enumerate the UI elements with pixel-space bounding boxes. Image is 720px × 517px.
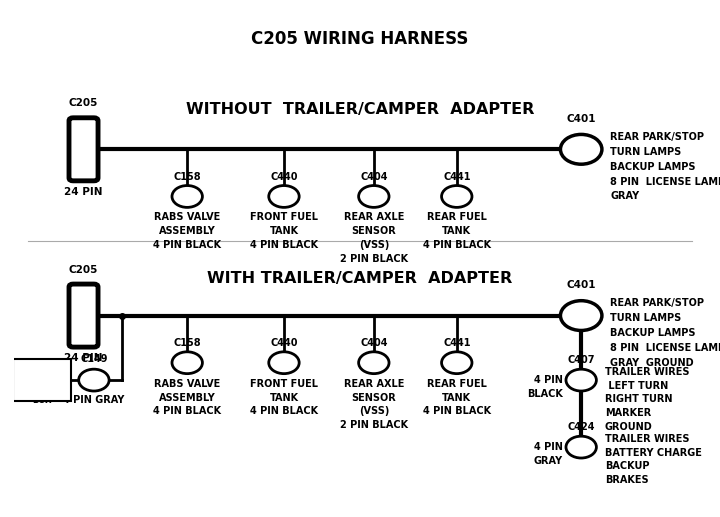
Circle shape	[359, 352, 389, 374]
Text: BOX: BOX	[32, 396, 52, 405]
Text: TANK: TANK	[269, 392, 299, 403]
Circle shape	[269, 352, 300, 374]
Text: 4 PIN BLACK: 4 PIN BLACK	[153, 240, 221, 250]
Circle shape	[269, 186, 300, 207]
Text: REAR FUEL: REAR FUEL	[427, 378, 487, 389]
Text: BLACK: BLACK	[526, 389, 562, 399]
Text: (VSS): (VSS)	[359, 240, 389, 250]
Text: C441: C441	[443, 172, 470, 181]
Text: BACKUP: BACKUP	[605, 462, 649, 472]
Text: C404: C404	[360, 172, 387, 181]
Text: BACKUP LAMPS: BACKUP LAMPS	[611, 328, 696, 338]
Text: TRAILER: TRAILER	[22, 370, 62, 379]
Text: 24 PIN: 24 PIN	[64, 353, 103, 363]
Text: 4 PIN: 4 PIN	[534, 375, 562, 385]
Circle shape	[359, 186, 389, 207]
Circle shape	[560, 301, 602, 330]
Circle shape	[172, 186, 202, 207]
Text: C158: C158	[174, 172, 201, 181]
Text: TURN LAMPS: TURN LAMPS	[611, 147, 681, 157]
Text: ASSEMBLY: ASSEMBLY	[159, 226, 215, 236]
Text: RABS VALVE: RABS VALVE	[154, 212, 220, 222]
Text: C407: C407	[567, 355, 595, 365]
Circle shape	[172, 352, 202, 374]
Text: FRONT FUEL: FRONT FUEL	[250, 378, 318, 389]
Text: 4 PIN BLACK: 4 PIN BLACK	[423, 240, 491, 250]
FancyBboxPatch shape	[69, 284, 98, 347]
FancyBboxPatch shape	[13, 359, 71, 401]
Text: SENSOR: SENSOR	[351, 392, 396, 403]
Text: WITHOUT  TRAILER/CAMPER  ADAPTER: WITHOUT TRAILER/CAMPER ADAPTER	[186, 102, 534, 117]
Text: GROUND: GROUND	[605, 422, 652, 432]
Text: TRAILER WIRES: TRAILER WIRES	[605, 367, 689, 377]
Text: C441: C441	[443, 338, 470, 348]
Text: 4 PIN: 4 PIN	[534, 442, 562, 452]
Text: GRAY  GROUND: GRAY GROUND	[611, 358, 694, 368]
Text: C401: C401	[567, 280, 596, 290]
Text: ASSEMBLY: ASSEMBLY	[159, 392, 215, 403]
Text: (VSS): (VSS)	[359, 406, 389, 416]
Circle shape	[441, 186, 472, 207]
Text: 8 PIN  LICENSE LAMPS: 8 PIN LICENSE LAMPS	[611, 177, 720, 187]
Text: C440: C440	[270, 338, 297, 348]
Text: C149: C149	[80, 354, 107, 364]
Text: REAR FUEL: REAR FUEL	[427, 212, 487, 222]
Text: 2 PIN BLACK: 2 PIN BLACK	[340, 420, 408, 430]
Text: TANK: TANK	[442, 392, 472, 403]
Text: RELAY: RELAY	[27, 383, 57, 392]
Text: 4 PIN BLACK: 4 PIN BLACK	[423, 406, 491, 416]
Text: REAR PARK/STOP: REAR PARK/STOP	[611, 132, 704, 142]
Text: 4 PIN BLACK: 4 PIN BLACK	[153, 406, 221, 416]
Text: TANK: TANK	[269, 226, 299, 236]
Circle shape	[566, 369, 596, 391]
Text: C205: C205	[69, 265, 98, 275]
Text: C440: C440	[270, 172, 297, 181]
Circle shape	[441, 352, 472, 374]
FancyBboxPatch shape	[69, 118, 98, 181]
Text: GRAY: GRAY	[534, 456, 562, 466]
Text: WITH TRAILER/CAMPER  ADAPTER: WITH TRAILER/CAMPER ADAPTER	[207, 271, 513, 286]
Text: 4 PIN BLACK: 4 PIN BLACK	[250, 240, 318, 250]
Text: FRONT FUEL: FRONT FUEL	[250, 212, 318, 222]
Text: 24 PIN: 24 PIN	[64, 187, 103, 197]
Text: LEFT TURN: LEFT TURN	[605, 381, 668, 391]
Text: C205: C205	[69, 98, 98, 109]
Text: SENSOR: SENSOR	[351, 226, 396, 236]
Text: RIGHT TURN: RIGHT TURN	[605, 394, 672, 404]
Text: TRAILER WIRES: TRAILER WIRES	[605, 434, 689, 444]
Text: 2 PIN BLACK: 2 PIN BLACK	[340, 254, 408, 264]
Text: C401: C401	[567, 114, 596, 124]
Text: C424: C424	[567, 422, 595, 432]
Text: MARKER: MARKER	[605, 408, 651, 418]
Text: RABS VALVE: RABS VALVE	[154, 378, 220, 389]
Text: 4 PIN GRAY: 4 PIN GRAY	[63, 395, 125, 405]
Text: TANK: TANK	[442, 226, 472, 236]
Text: BRAKES: BRAKES	[605, 476, 648, 485]
Text: C158: C158	[174, 338, 201, 348]
Circle shape	[566, 436, 596, 458]
Text: 8 PIN  LICENSE LAMPS: 8 PIN LICENSE LAMPS	[611, 343, 720, 353]
Text: C404: C404	[360, 338, 387, 348]
Text: REAR AXLE: REAR AXLE	[343, 212, 404, 222]
Text: BACKUP LAMPS: BACKUP LAMPS	[611, 162, 696, 172]
Text: TURN LAMPS: TURN LAMPS	[611, 313, 681, 323]
Text: GRAY: GRAY	[611, 191, 639, 202]
Circle shape	[78, 369, 109, 391]
Text: 4 PIN BLACK: 4 PIN BLACK	[250, 406, 318, 416]
Text: BATTERY CHARGE: BATTERY CHARGE	[605, 448, 701, 458]
Text: REAR AXLE: REAR AXLE	[343, 378, 404, 389]
Circle shape	[560, 134, 602, 164]
Text: C205 WIRING HARNESS: C205 WIRING HARNESS	[251, 30, 469, 48]
Text: REAR PARK/STOP: REAR PARK/STOP	[611, 298, 704, 308]
